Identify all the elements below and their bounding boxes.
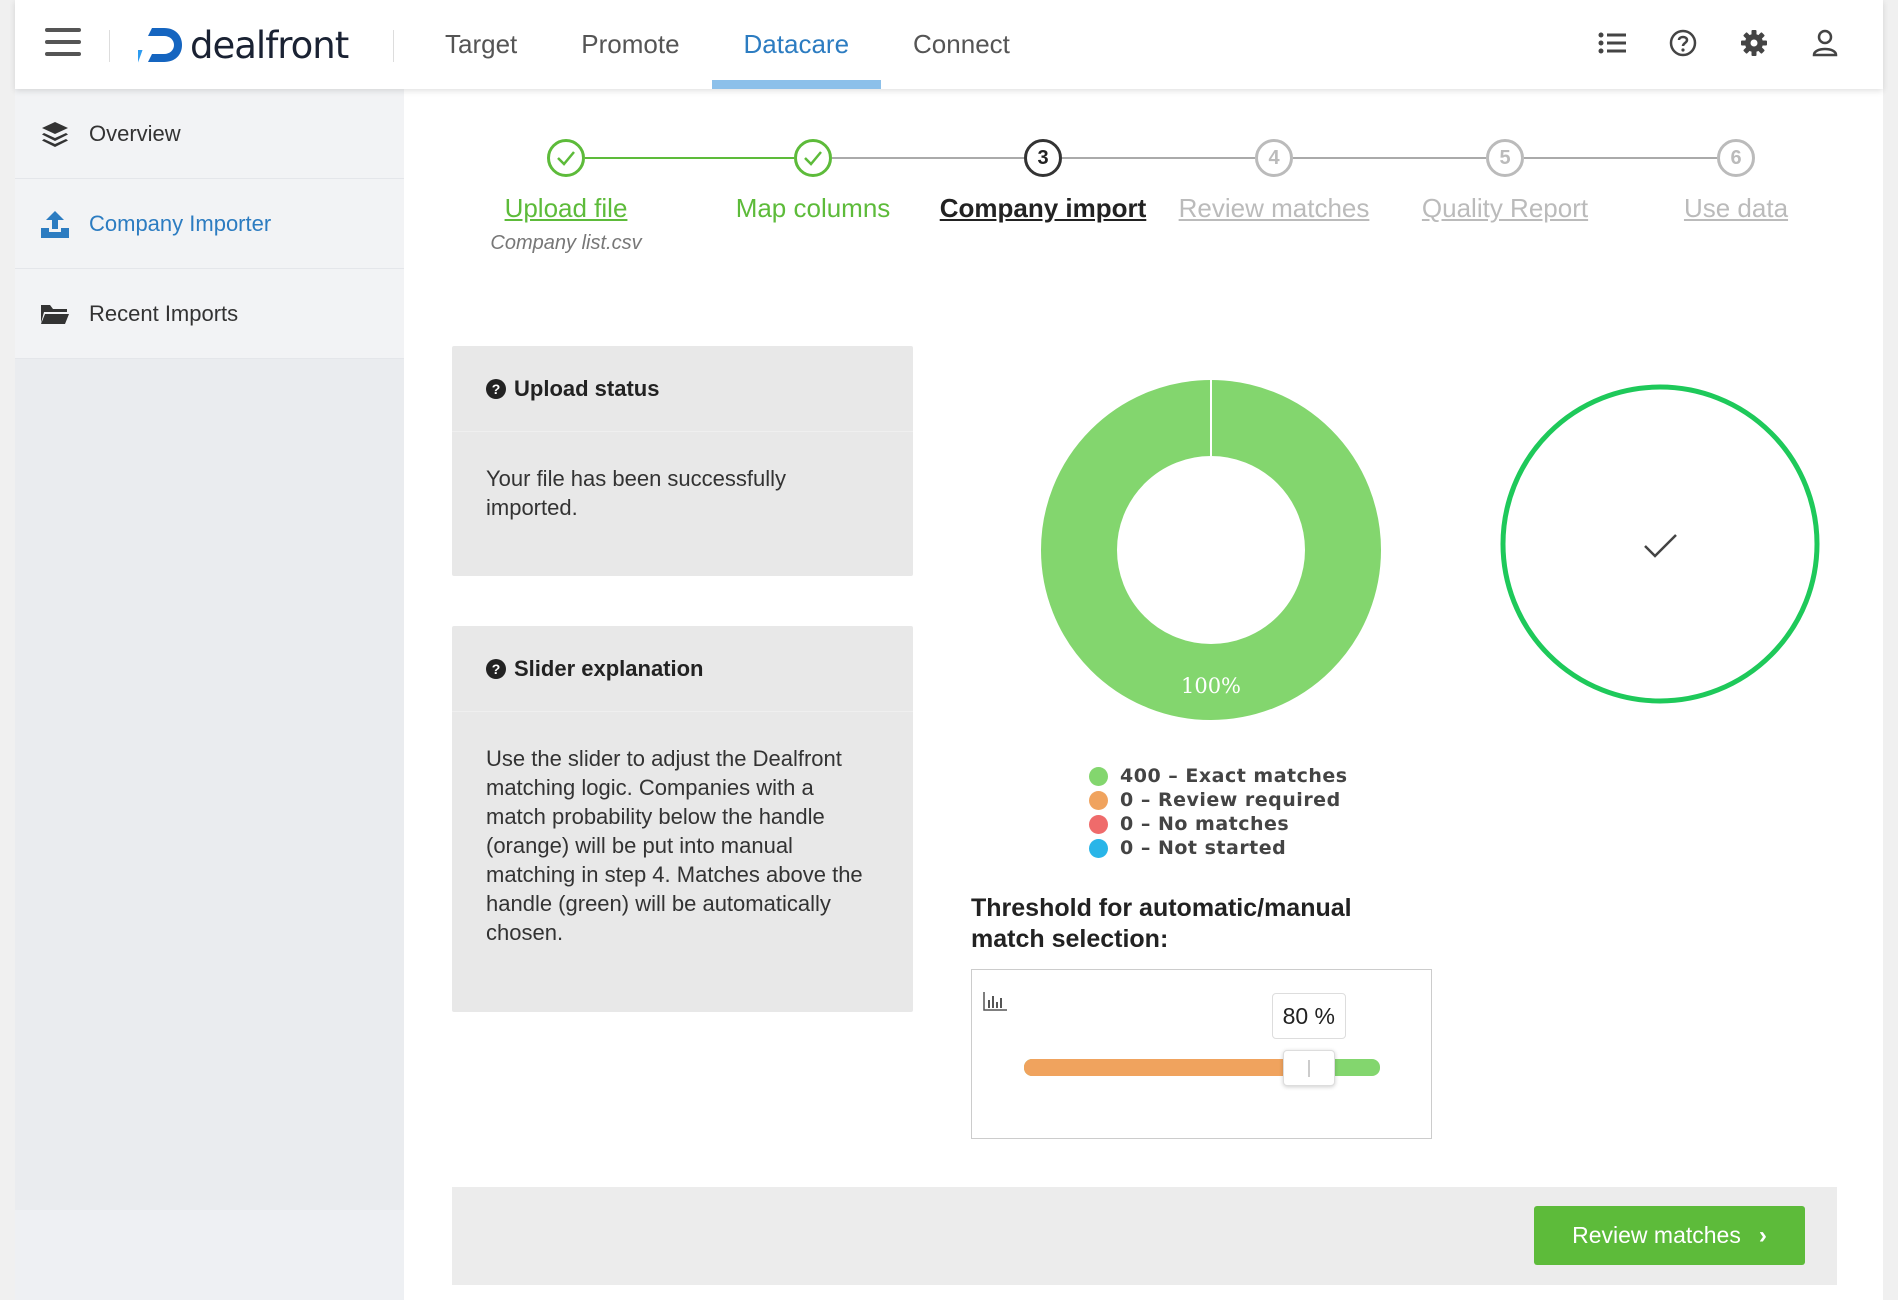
legend-label: 0 – Not started — [1120, 837, 1287, 859]
legend-label: 0 – No matches — [1120, 813, 1290, 835]
chart-legend: 400 – Exact matches 0 – Review required 0 … — [1089, 764, 1348, 860]
step-1-check-icon[interactable] — [547, 139, 585, 177]
step-2-label[interactable]: Map columns — [735, 193, 891, 223]
step-3-circle[interactable]: 3 — [1024, 139, 1062, 177]
dealfront-logo-icon — [138, 28, 182, 63]
card-title: Slider explanation — [514, 655, 704, 681]
legend-item-review-required[interactable]: 0 – Review required — [1089, 788, 1348, 812]
sidebar-item-overview[interactable]: Overview — [15, 89, 404, 179]
sidebar: Overview Company Importer Recent Imports — [15, 89, 404, 1300]
legend-swatch — [1089, 766, 1108, 786]
menu-icon[interactable] — [45, 28, 81, 58]
slider-explanation-text: Use the slider to adjust the Dealfront m… — [486, 746, 863, 945]
brand-name: dealfront — [190, 23, 349, 67]
step-3-label[interactable]: Company import — [939, 193, 1147, 223]
sidebar-item-label: Overview — [89, 120, 181, 146]
top-navigation-bar: dealfront Target Promote Datacare Connec… — [15, 0, 1883, 89]
threshold-slider-panel: 80 % — [971, 969, 1432, 1139]
legend-item-exact-matches[interactable]: 400 – Exact matches — [1089, 764, 1348, 788]
check-icon — [1644, 534, 1677, 558]
legend-swatch — [1089, 790, 1108, 810]
slider-explanation-card: ? Slider explanation Use the slider to a… — [452, 626, 913, 1012]
nav-item-promote[interactable]: Promote — [581, 29, 680, 59]
donut-slice-exact-matches[interactable] — [1041, 380, 1381, 720]
legend-item-no-matches[interactable]: 0 – No matches — [1089, 812, 1348, 836]
sidebar-item-label: Recent Imports — [89, 300, 239, 326]
step-connector — [1524, 157, 1717, 159]
divider — [393, 30, 394, 62]
legend-swatch — [1089, 838, 1108, 858]
nav-item-connect[interactable]: Connect — [913, 29, 1010, 59]
divider — [109, 30, 110, 62]
match-results-donut-chart: 100% — [1041, 380, 1381, 720]
histogram-icon[interactable] — [982, 990, 1008, 1012]
upload-status-text: Your file has been successfully imported… — [486, 466, 787, 520]
top-icon-group — [1594, 25, 1843, 61]
step-2-check-icon[interactable] — [794, 139, 832, 177]
help-circle-icon: ? — [486, 378, 506, 399]
upload-status-heading: ? Upload status — [452, 346, 913, 432]
nav-item-datacare[interactable]: Datacare — [711, 0, 882, 89]
step-5-circle: 5 — [1486, 139, 1524, 177]
brand-logo[interactable]: dealfront — [138, 22, 349, 68]
user-icon[interactable] — [1807, 25, 1843, 61]
card-title: Upload status — [514, 375, 660, 401]
step-1-label[interactable]: Upload file — [504, 193, 628, 223]
sidebar-item-label: Company Importer — [89, 210, 272, 236]
donut-percent-label: 100% — [1181, 674, 1241, 698]
gear-icon[interactable] — [1736, 25, 1772, 61]
uploaded-filename: Company list.csv — [490, 232, 642, 254]
upload-status-card: ? Upload status Your file has been succe… — [452, 346, 913, 576]
nav-item-target[interactable]: Target — [445, 29, 518, 59]
folder-open-icon — [39, 298, 71, 330]
step-6-circle: 6 — [1717, 139, 1755, 177]
step-6-label: Use data — [1683, 193, 1789, 223]
button-label: Review matches — [1572, 1222, 1741, 1248]
step-connector — [832, 157, 1024, 159]
sidebar-item-recent-imports[interactable]: Recent Imports — [15, 269, 404, 359]
layers-icon — [39, 118, 71, 150]
sidebar-empty-area — [15, 359, 404, 1210]
legend-item-not-started[interactable]: 0 – Not started — [1089, 836, 1348, 860]
step-connector — [585, 157, 794, 159]
upload-icon — [39, 208, 71, 240]
step-4-circle: 4 — [1255, 139, 1293, 177]
import-complete-indicator — [1499, 383, 1821, 705]
legend-label: 400 – Exact matches — [1120, 765, 1348, 787]
step-connector — [1293, 157, 1486, 159]
app-shell: dealfront Target Promote Datacare Connec… — [15, 0, 1883, 1300]
chevron-right-icon: › — [1758, 1221, 1767, 1249]
threshold-title: Threshold for automatic/manual match sel… — [971, 894, 1352, 953]
slider-fill-below-threshold — [1024, 1059, 1309, 1076]
main-nav: Target Promote Datacare Connect — [413, 0, 1042, 89]
help-circle-icon: ? — [486, 658, 506, 679]
step-connector — [1062, 157, 1255, 159]
threshold-slider-handle[interactable] — [1282, 1050, 1335, 1086]
list-icon[interactable] — [1594, 25, 1630, 61]
help-icon[interactable] — [1665, 25, 1701, 61]
step-5-label: Quality Report — [1421, 193, 1589, 223]
legend-swatch — [1089, 814, 1108, 834]
legend-label: 0 – Review required — [1120, 789, 1341, 811]
slider-explanation-heading: ? Slider explanation — [452, 626, 913, 712]
review-matches-button[interactable]: Review matches › — [1534, 1206, 1805, 1265]
step-4-label: Review matches — [1178, 193, 1370, 223]
action-footer: Review matches › — [452, 1187, 1837, 1285]
slider-value-label: 80 % — [1271, 993, 1346, 1039]
sidebar-item-company-importer[interactable]: Company Importer — [15, 179, 404, 269]
